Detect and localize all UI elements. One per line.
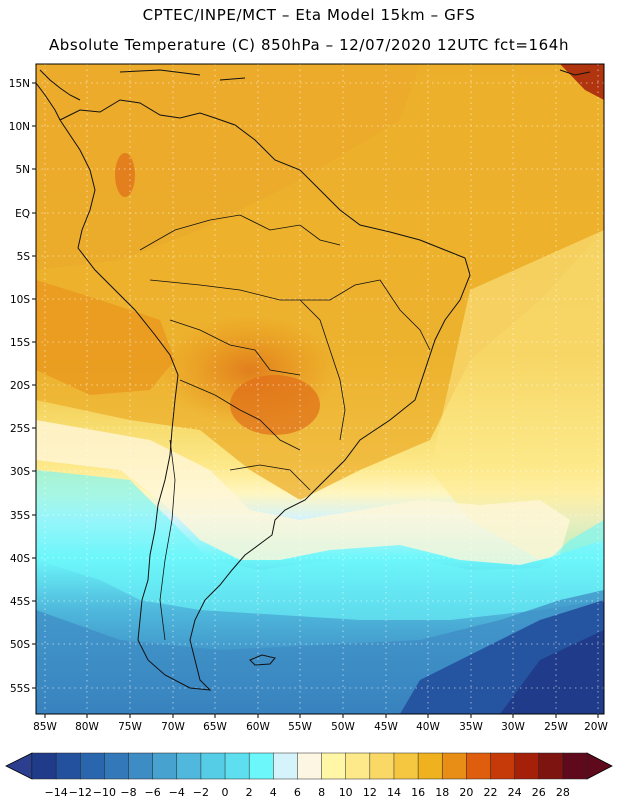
- latitude-labels: 15N 10N 5N EQ 5S 10S 15S 20S 25S 30S 35S…: [9, 78, 31, 695]
- lon-label: 60W: [246, 721, 270, 733]
- lon-label: 35W: [459, 721, 483, 733]
- legend-swatch: [490, 752, 516, 780]
- lon-label: 85W: [33, 721, 57, 733]
- legend-swatch: [176, 752, 202, 780]
- legend-swatch: [466, 752, 492, 780]
- caribbean-islands: [119, 69, 591, 81]
- graticule: [36, 64, 604, 714]
- lat-label: 40S: [10, 553, 30, 565]
- lat-label: 35S: [10, 510, 30, 522]
- lat-label: 45S: [10, 596, 30, 608]
- legend-label: 0: [222, 786, 229, 799]
- legend-swatch: [345, 752, 371, 780]
- legend-swatch: [80, 752, 105, 780]
- legend-label: −10: [93, 786, 116, 799]
- legend-swatches: [31, 752, 588, 780]
- legend-label: 8: [318, 786, 325, 799]
- legend-label: 14: [387, 786, 401, 799]
- lat-label: EQ: [15, 208, 30, 220]
- legend-label: 22: [483, 786, 497, 799]
- lon-label: 20W: [584, 721, 608, 733]
- lon-label: 45W: [374, 721, 398, 733]
- map-title-line1: CPTEC/INPE/MCT – Eta Model 15km – GFS: [142, 6, 476, 24]
- central-america-coastline: [36, 69, 81, 121]
- lon-label: 70W: [161, 721, 185, 733]
- legend-swatch: [104, 752, 130, 780]
- legend-swatch: [562, 752, 588, 780]
- lat-label: 25S: [10, 423, 30, 435]
- lon-label: 80W: [75, 721, 99, 733]
- lat-label: 30S: [10, 466, 30, 478]
- legend-label: 26: [532, 786, 546, 799]
- legend-label: 6: [294, 786, 301, 799]
- legend-swatch: [441, 752, 467, 780]
- legend-label: −12: [69, 786, 92, 799]
- lat-label: 50S: [10, 639, 30, 651]
- map-frame: [35, 63, 605, 715]
- lat-label: 15N: [9, 78, 30, 90]
- lon-label: 25W: [544, 721, 568, 733]
- lon-label: 75W: [118, 721, 142, 733]
- legend-label: −14: [45, 786, 68, 799]
- lat-label: 55S: [10, 683, 30, 695]
- lon-label: 40W: [416, 721, 440, 733]
- legend-swatch: [321, 752, 347, 780]
- legend-swatch: [417, 752, 443, 780]
- legend-label: 10: [339, 786, 353, 799]
- lon-label: 30W: [501, 721, 525, 733]
- country-borders: [139, 214, 431, 641]
- legend-swatch: [128, 752, 154, 780]
- legend-labels: −14 −12 −10 −8 −6 −4 −2 0 2 4 6 8 10 12 14 16 18 20 22 24 26…: [45, 786, 570, 799]
- legend-swatch: [224, 752, 250, 780]
- legend-right-arrow: [586, 752, 613, 780]
- lat-label: 5N: [15, 164, 30, 176]
- axis-ticks: [32, 82, 599, 718]
- color-legend: −14 −12 −10 −8 −6 −4 −2 0 2 4 6 8 10 12 14 16 18 20 22 24 26…: [5, 752, 613, 799]
- south-america-coastline: [59, 99, 471, 691]
- legend-swatch: [514, 752, 540, 780]
- lon-label: 55W: [288, 721, 312, 733]
- longitude-labels: 85W 80W 75W 70W 65W 60W 55W 50W 45W 40W …: [33, 721, 608, 733]
- legend-label: 4: [270, 786, 277, 799]
- legend-label: −8: [120, 786, 136, 799]
- legend-swatch: [297, 752, 323, 780]
- legend-swatch: [31, 752, 57, 780]
- legend-label: 2: [246, 786, 253, 799]
- legend-swatch: [248, 752, 274, 780]
- lon-label: 65W: [203, 721, 227, 733]
- legend-swatch: [152, 752, 178, 780]
- legend-swatch: [55, 752, 81, 780]
- legend-label: 24: [508, 786, 522, 799]
- falkland-islands: [249, 654, 276, 666]
- legend-label: −6: [145, 786, 161, 799]
- legend-swatch: [393, 752, 419, 780]
- legend-label: 28: [556, 786, 570, 799]
- legend-left-arrow: [5, 752, 33, 780]
- lat-label: 15S: [10, 337, 30, 349]
- lon-label: 50W: [331, 721, 355, 733]
- legend-label: −2: [193, 786, 209, 799]
- legend-swatch: [200, 752, 226, 780]
- legend-label: 20: [459, 786, 473, 799]
- map-title-line2: Absolute Temperature (C) 850hPa – 12/07/…: [48, 36, 570, 54]
- legend-label: 16: [411, 786, 425, 799]
- lat-label: 10N: [9, 121, 30, 133]
- temperature-field: [36, 64, 604, 714]
- legend-label: −4: [169, 786, 185, 799]
- lat-label: 20S: [10, 380, 30, 392]
- legend-swatch: [273, 752, 298, 780]
- lat-label: 10S: [10, 294, 30, 306]
- legend-swatch: [538, 752, 564, 780]
- legend-label: 18: [435, 786, 449, 799]
- legend-swatch: [369, 752, 395, 780]
- legend-label: 12: [363, 786, 377, 799]
- lat-label: 5S: [17, 251, 31, 263]
- coastlines: [36, 69, 591, 691]
